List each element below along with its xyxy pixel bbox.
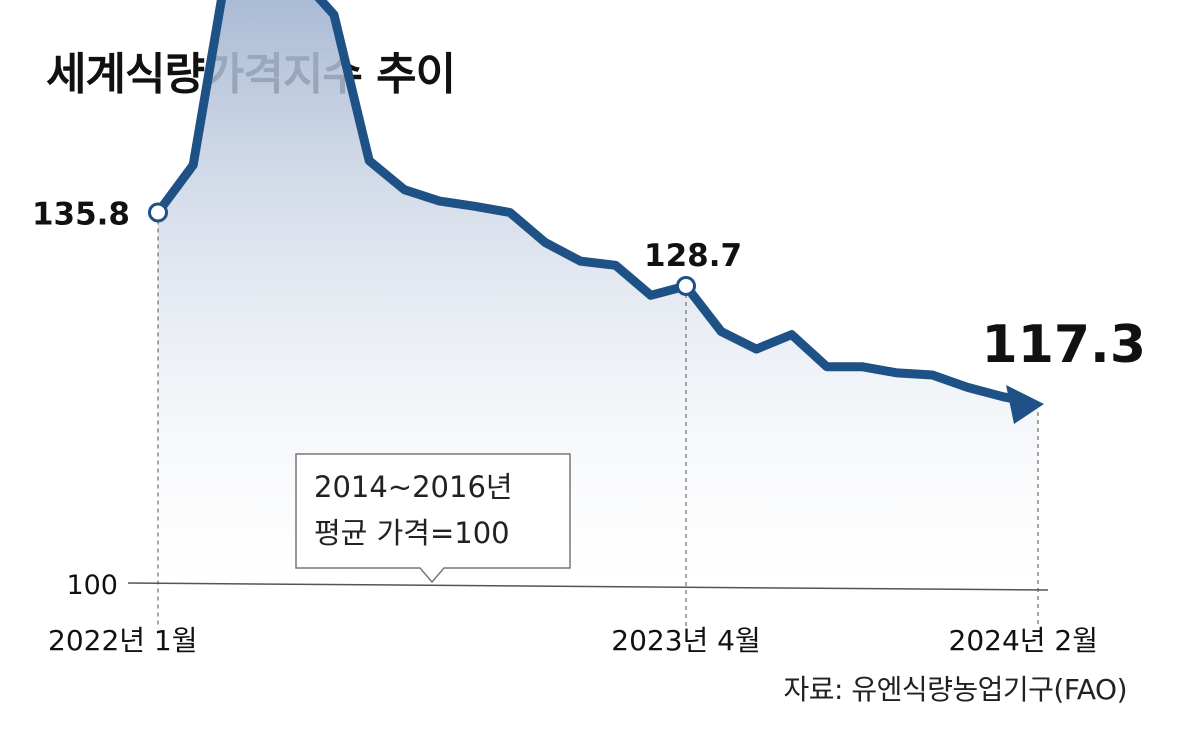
x-tick-label-2: 2023년 4월	[611, 624, 761, 657]
source-note: 자료: 유엔식량농업기구(FAO)	[783, 673, 1127, 706]
x-tick-label-1: 2022년 1월	[48, 624, 198, 657]
value-label-15: 128.7	[644, 238, 742, 274]
data-point-marker-15	[676, 275, 696, 296]
series-line	[153, 0, 1021, 404]
value-label-0: 135.8	[32, 196, 130, 232]
note-callout: 2014~2016년 평균 가격=100	[295, 453, 571, 584]
area-fill	[158, 0, 1038, 590]
baseline-100	[127, 582, 1049, 591]
baseline-label: 100	[66, 570, 118, 601]
series-arrow-head	[1006, 384, 1044, 424]
value-label-25: 117.3	[982, 315, 1146, 375]
data-point-marker-0	[148, 202, 168, 223]
x-tick-label-3: 2024년 2월	[949, 624, 1099, 657]
note-line-1: 2014~2016년	[314, 470, 513, 504]
note-line-2: 평균 가격=100	[314, 516, 510, 550]
